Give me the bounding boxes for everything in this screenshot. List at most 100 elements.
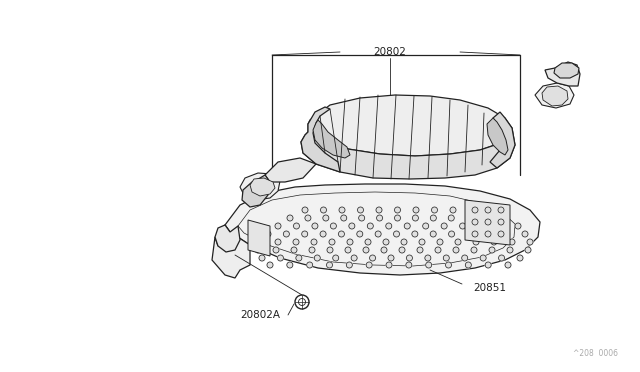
Circle shape — [485, 207, 491, 213]
Circle shape — [340, 215, 347, 221]
Circle shape — [515, 223, 521, 229]
Circle shape — [329, 239, 335, 245]
Circle shape — [527, 239, 533, 245]
Polygon shape — [313, 120, 350, 158]
Circle shape — [460, 223, 466, 229]
Circle shape — [485, 231, 491, 237]
Circle shape — [487, 207, 493, 213]
Circle shape — [284, 231, 289, 237]
Circle shape — [484, 215, 490, 221]
Circle shape — [351, 255, 357, 261]
Circle shape — [311, 239, 317, 245]
Circle shape — [509, 239, 515, 245]
Circle shape — [472, 219, 478, 225]
Circle shape — [412, 231, 418, 237]
Circle shape — [375, 231, 381, 237]
Polygon shape — [465, 200, 510, 245]
Polygon shape — [265, 158, 316, 182]
Circle shape — [448, 215, 454, 221]
Circle shape — [471, 247, 477, 253]
Circle shape — [257, 239, 263, 245]
Polygon shape — [554, 63, 579, 78]
Polygon shape — [490, 112, 515, 168]
Circle shape — [522, 231, 528, 237]
Polygon shape — [242, 175, 270, 207]
Circle shape — [435, 247, 441, 253]
Circle shape — [386, 262, 392, 268]
Polygon shape — [212, 225, 250, 278]
Circle shape — [499, 255, 504, 261]
Circle shape — [265, 231, 271, 237]
Circle shape — [468, 207, 474, 213]
Circle shape — [472, 207, 478, 213]
Circle shape — [302, 207, 308, 213]
Circle shape — [358, 215, 365, 221]
Circle shape — [413, 207, 419, 213]
Circle shape — [383, 239, 389, 245]
Circle shape — [314, 255, 320, 261]
Circle shape — [301, 231, 308, 237]
Circle shape — [404, 223, 410, 229]
Circle shape — [497, 223, 502, 229]
Circle shape — [323, 215, 329, 221]
Circle shape — [491, 239, 497, 245]
Polygon shape — [301, 107, 340, 172]
Circle shape — [339, 207, 345, 213]
Circle shape — [465, 262, 471, 268]
Polygon shape — [545, 62, 580, 86]
Circle shape — [293, 239, 299, 245]
Circle shape — [259, 255, 265, 261]
Circle shape — [437, 239, 443, 245]
Circle shape — [485, 262, 491, 268]
Circle shape — [367, 223, 373, 229]
Circle shape — [366, 262, 372, 268]
Circle shape — [381, 247, 387, 253]
Polygon shape — [250, 178, 275, 196]
Circle shape — [525, 247, 531, 253]
Circle shape — [339, 231, 344, 237]
Circle shape — [295, 295, 309, 309]
Circle shape — [255, 247, 261, 253]
Circle shape — [321, 207, 326, 213]
Circle shape — [287, 215, 293, 221]
Circle shape — [502, 215, 508, 221]
Circle shape — [330, 223, 337, 229]
Polygon shape — [535, 83, 574, 108]
Circle shape — [327, 247, 333, 253]
Circle shape — [422, 223, 429, 229]
Circle shape — [277, 255, 284, 261]
Circle shape — [294, 223, 300, 229]
Circle shape — [453, 247, 459, 253]
Circle shape — [356, 231, 363, 237]
Circle shape — [417, 247, 423, 253]
Circle shape — [347, 239, 353, 245]
Polygon shape — [215, 225, 240, 252]
Circle shape — [296, 255, 302, 261]
Circle shape — [480, 255, 486, 261]
Circle shape — [386, 223, 392, 229]
Circle shape — [425, 255, 431, 261]
Circle shape — [472, 231, 478, 237]
Circle shape — [505, 262, 511, 268]
Circle shape — [473, 239, 479, 245]
Circle shape — [273, 247, 279, 253]
Circle shape — [312, 223, 318, 229]
Circle shape — [507, 247, 513, 253]
Circle shape — [412, 215, 419, 221]
Circle shape — [449, 231, 454, 237]
Circle shape — [394, 231, 399, 237]
Circle shape — [461, 255, 468, 261]
Circle shape — [376, 207, 382, 213]
Circle shape — [406, 255, 412, 261]
Circle shape — [326, 262, 333, 268]
Circle shape — [333, 255, 339, 261]
Text: ^208  0006: ^208 0006 — [573, 349, 618, 358]
Circle shape — [267, 262, 273, 268]
Circle shape — [365, 239, 371, 245]
Text: 20802A: 20802A — [240, 310, 280, 320]
Circle shape — [358, 207, 364, 213]
Circle shape — [498, 231, 504, 237]
Circle shape — [369, 255, 376, 261]
Circle shape — [426, 262, 431, 268]
Circle shape — [394, 207, 401, 213]
